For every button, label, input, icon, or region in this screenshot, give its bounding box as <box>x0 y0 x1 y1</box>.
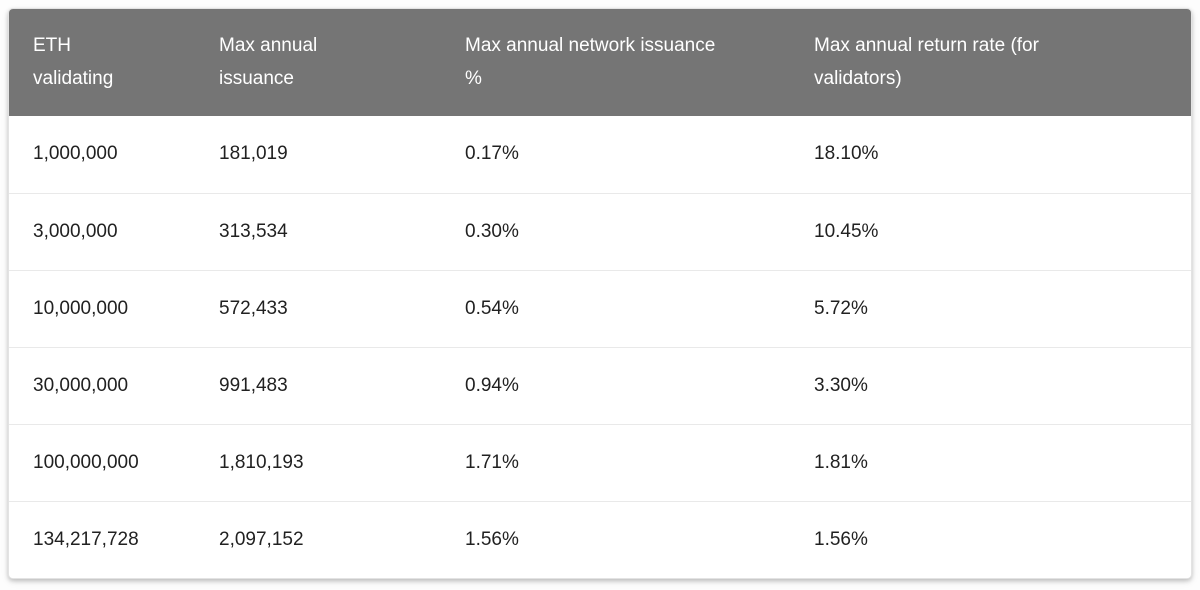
column-header-eth-validating: ETH validating <box>9 9 195 116</box>
table-header: ETH validating Max annual issuance Max ann… <box>9 9 1191 116</box>
table-cell: 0.94% <box>441 346 790 424</box>
table-row: 100,000,000 1,810,193 1.71% 1.81% <box>9 423 1191 501</box>
table-row: 3,000,000 313,534 0.30% 10.45% <box>9 192 1191 270</box>
table-cell: 1.81% <box>790 423 1191 501</box>
column-header-max-annual-return-rate: Max annual return rate (for validators) <box>790 9 1191 116</box>
table-row: 134,217,728 2,097,152 1.56% 1.56% <box>9 500 1191 578</box>
table-cell: 991,483 <box>195 346 441 424</box>
table-cell: 10,000,000 <box>9 269 195 347</box>
table-cell: 181,019 <box>195 116 441 193</box>
table-cell: 2,097,152 <box>195 500 441 578</box>
table-cell: 134,217,728 <box>9 500 195 578</box>
table-row: 30,000,000 991,483 0.94% 3.30% <box>9 346 1191 424</box>
issuance-table-card: ETH validating Max annual issuance Max ann… <box>8 8 1192 579</box>
table-cell: 0.54% <box>441 269 790 347</box>
table-row: 10,000,000 572,433 0.54% 5.72% <box>9 269 1191 347</box>
issuance-table: ETH validating Max annual issuance Max ann… <box>9 9 1191 578</box>
table-cell: 1.56% <box>790 500 1191 578</box>
table-cell: 1.56% <box>441 500 790 578</box>
table-cell: 10.45% <box>790 192 1191 270</box>
table-cell: 572,433 <box>195 269 441 347</box>
table-cell: 1,000,000 <box>9 116 195 193</box>
table-cell: 30,000,000 <box>9 346 195 424</box>
table-row: 1,000,000 181,019 0.17% 18.10% <box>9 116 1191 193</box>
table-header-row: ETH validating Max annual issuance Max ann… <box>9 9 1191 116</box>
table-cell: 313,534 <box>195 192 441 270</box>
table-body: 1,000,000 181,019 0.17% 18.10% 3,000,000 313,… <box>9 116 1191 578</box>
table-cell: 100,000,000 <box>9 423 195 501</box>
table-cell: 3,000,000 <box>9 192 195 270</box>
table-cell: 0.30% <box>441 192 790 270</box>
table-cell: 0.17% <box>441 116 790 193</box>
table-cell: 18.10% <box>790 116 1191 193</box>
table-cell: 3.30% <box>790 346 1191 424</box>
table-cell: 1.71% <box>441 423 790 501</box>
column-header-max-annual-issuance: Max annual issuance <box>195 9 441 116</box>
column-header-max-annual-network-issuance-pct: Max annual network issuance % <box>441 9 790 116</box>
table-cell: 5.72% <box>790 269 1191 347</box>
table-cell: 1,810,193 <box>195 423 441 501</box>
